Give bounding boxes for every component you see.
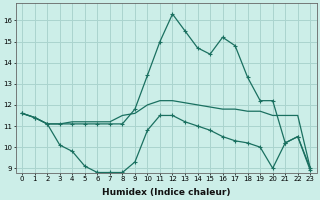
X-axis label: Humidex (Indice chaleur): Humidex (Indice chaleur) xyxy=(102,188,230,197)
